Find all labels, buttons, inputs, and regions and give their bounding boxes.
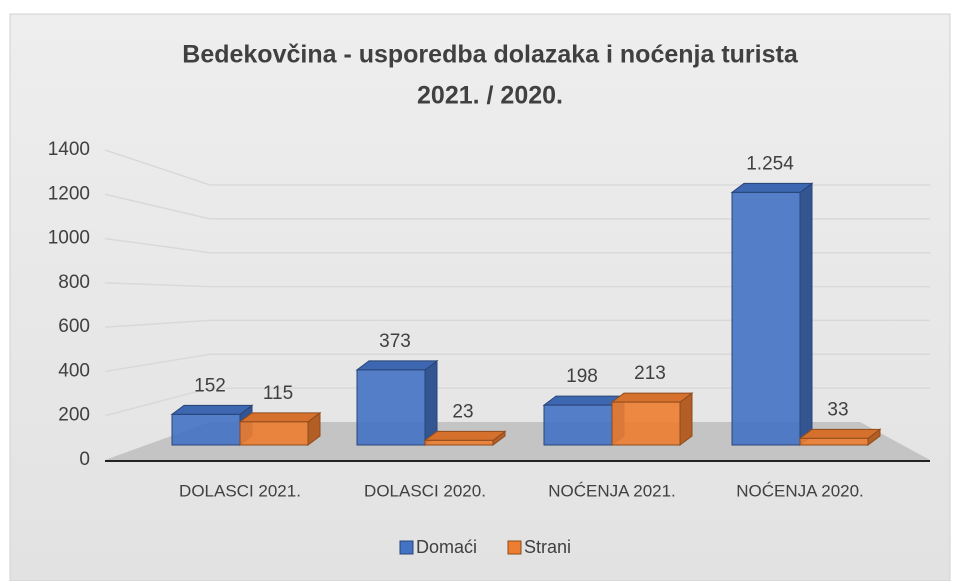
grid-line — [104, 237, 930, 254]
data-label: 1.254 — [746, 153, 794, 174]
bar-face — [799, 437, 869, 446]
grid-line — [104, 353, 930, 373]
legend-swatch — [399, 540, 414, 555]
bar — [423, 430, 507, 446]
x-tick-label: NOĆENJA 2020. — [736, 481, 864, 500]
bar-face — [798, 428, 882, 439]
bar — [798, 428, 882, 446]
y-tick-label: 200 — [58, 405, 90, 426]
data-label: 33 — [827, 399, 848, 420]
y-tick-label: 800 — [58, 272, 90, 293]
legend-swatch — [507, 540, 522, 555]
data-label: 152 — [194, 375, 226, 396]
y-tick-label: 1200 — [48, 183, 90, 204]
bar — [542, 395, 626, 446]
grid-line — [104, 193, 930, 220]
bar — [355, 359, 439, 446]
grid-line — [104, 282, 930, 288]
data-label: 115 — [263, 383, 293, 404]
y-tick-label: 1400 — [48, 139, 90, 160]
x-tick-label: NOĆENJA 2021. — [548, 481, 676, 500]
y-tick-label: 400 — [58, 360, 90, 381]
data-label: 373 — [379, 331, 411, 352]
bar-face — [239, 421, 309, 446]
bar-face — [424, 439, 494, 446]
bar-face — [356, 369, 426, 446]
bar-face — [543, 404, 613, 446]
grid-line — [104, 149, 930, 186]
bar-face — [170, 404, 254, 415]
bar-face — [171, 413, 241, 446]
bar — [610, 392, 694, 446]
bar-face — [799, 182, 813, 446]
chart-title: Bedekovčina - usporedba dolazaka i noćen… — [182, 41, 799, 69]
data-label: 198 — [566, 366, 598, 387]
data-label: 23 — [452, 401, 473, 422]
bar-face — [423, 430, 507, 441]
bar-face — [731, 191, 801, 446]
bar-face — [355, 360, 439, 371]
grid-line — [104, 319, 930, 328]
bar-face — [238, 412, 322, 423]
bar-face — [611, 401, 681, 446]
bar — [238, 411, 322, 446]
x-tick-label: DOLASCI 2020. — [364, 481, 486, 500]
y-tick-label: 0 — [79, 449, 90, 470]
y-tick-label: 600 — [58, 316, 90, 337]
grid-line — [104, 387, 930, 417]
bar — [730, 182, 814, 446]
data-label: 213 — [634, 363, 666, 384]
bar-face — [730, 182, 814, 193]
bar-face — [610, 392, 694, 403]
legend-label: Domaći — [416, 537, 477, 557]
y-tick-label: 1000 — [48, 228, 90, 249]
chart-subtitle: 2021. / 2020. — [417, 82, 563, 110]
legend-label: Strani — [524, 537, 571, 557]
x-tick-label: DOLASCI 2021. — [179, 481, 301, 500]
